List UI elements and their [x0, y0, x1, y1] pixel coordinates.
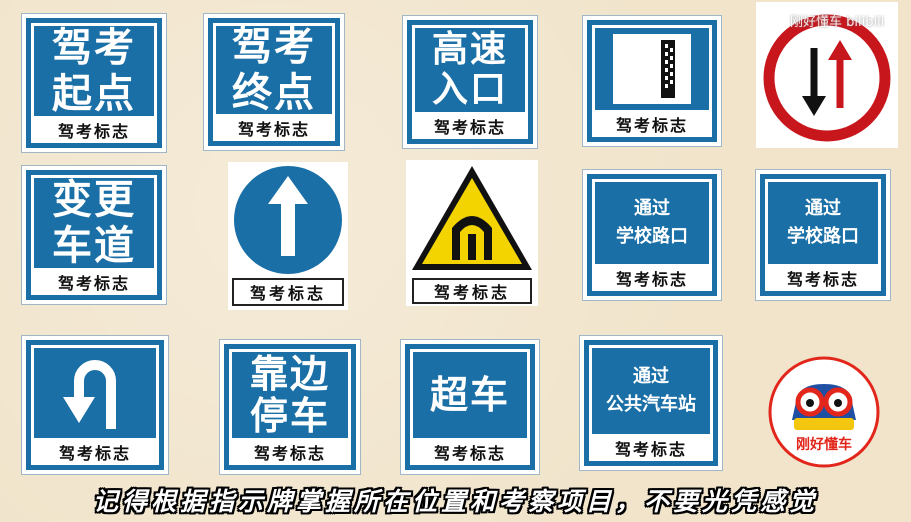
sign-label: 驾考标志	[213, 115, 335, 141]
sign-label: 驾考标志	[765, 265, 881, 291]
sign-label: 驾考标志	[412, 113, 528, 139]
sign-label: 驾考标志	[592, 111, 712, 137]
sign-tunnel-warning: 驾考标志	[406, 160, 538, 306]
yield-oncoming-icon	[763, 14, 891, 142]
u-turn-icon	[63, 360, 116, 429]
sign-highway-entrance: 高速 入口 驾考标志	[403, 16, 537, 148]
sign-label: 驾考标志	[589, 435, 713, 461]
sign-panel: 驾考 终点	[213, 23, 335, 117]
sign-text: 通过 公共汽车站	[606, 366, 696, 415]
sign-u-turn: 驾考标志	[22, 336, 168, 474]
sign-change-lane: 变更 车道 驾考标志	[22, 166, 166, 304]
sign-yield-oncoming: 刚好懂车 bilibili	[756, 2, 898, 148]
slope-icon	[613, 34, 691, 104]
sign-text: 驾考 终点	[232, 24, 316, 116]
sign-slope-parking: 驾考标志	[583, 16, 721, 146]
watermark-text: 刚好懂车 bilibili	[790, 15, 885, 30]
car-logo-icon	[768, 356, 880, 468]
sign-exam-end: 驾考 终点 驾考标志	[204, 14, 344, 150]
sign-text: 通过 学校路口	[616, 198, 688, 247]
sign-label: 驾考标志	[410, 439, 530, 465]
sign-straight-ahead: 驾考标志	[228, 162, 348, 310]
sign-overtake: 超车 驾考标志	[401, 340, 539, 474]
sign-panel: 驾考 起点	[31, 23, 157, 119]
sign-label: 驾考标志	[232, 278, 344, 306]
sign-label: 驾考标志	[412, 278, 532, 304]
tunnel-warning-icon	[412, 166, 532, 270]
sign-text: 超车	[429, 373, 510, 417]
sign-text: 变更 车道	[52, 177, 136, 269]
sign-panel	[592, 25, 712, 113]
sign-panel: 通过 学校路口	[592, 179, 712, 267]
logo-text: 刚好懂车	[796, 437, 852, 453]
sign-panel: 靠边 停车	[229, 349, 351, 441]
sign-text: 驾考 起点	[52, 25, 136, 117]
sign-panel: 通过 学校路口	[765, 179, 881, 267]
sign-text: 靠边 停车	[249, 352, 330, 438]
sign-exam-start: 驾考 起点 驾考标志	[22, 14, 166, 152]
sign-panel: 通过 公共汽车站	[589, 345, 713, 437]
sign-panel: 高速 入口	[412, 25, 528, 115]
channel-logo: 刚好懂车	[768, 356, 880, 468]
sign-school-crossing: 通过 学校路口 驾考标志	[583, 170, 721, 300]
sign-panel	[31, 345, 159, 441]
sign-label: 驾考标志	[31, 439, 159, 465]
sign-label: 驾考标志	[31, 269, 157, 295]
sign-label: 驾考标志	[592, 265, 712, 291]
sign-pull-over: 靠边 停车 驾考标志	[220, 340, 360, 474]
sign-school-crossing-2: 通过 学校路口 驾考标志	[756, 170, 890, 300]
sign-bus-stop: 通过 公共汽车站 驾考标志	[580, 336, 722, 470]
straight-arrow-icon	[234, 166, 342, 274]
sign-label: 驾考标志	[229, 439, 351, 465]
sign-label: 驾考标志	[31, 117, 157, 143]
video-subtitle: 记得根据指示牌掌握所在位置和考察项目，不要光凭感觉	[92, 487, 818, 516]
sign-text: 通过 学校路口	[787, 198, 859, 247]
sign-panel: 变更 车道	[31, 175, 157, 271]
sign-panel: 超车	[410, 349, 530, 441]
sign-text: 高速 入口	[431, 29, 508, 110]
